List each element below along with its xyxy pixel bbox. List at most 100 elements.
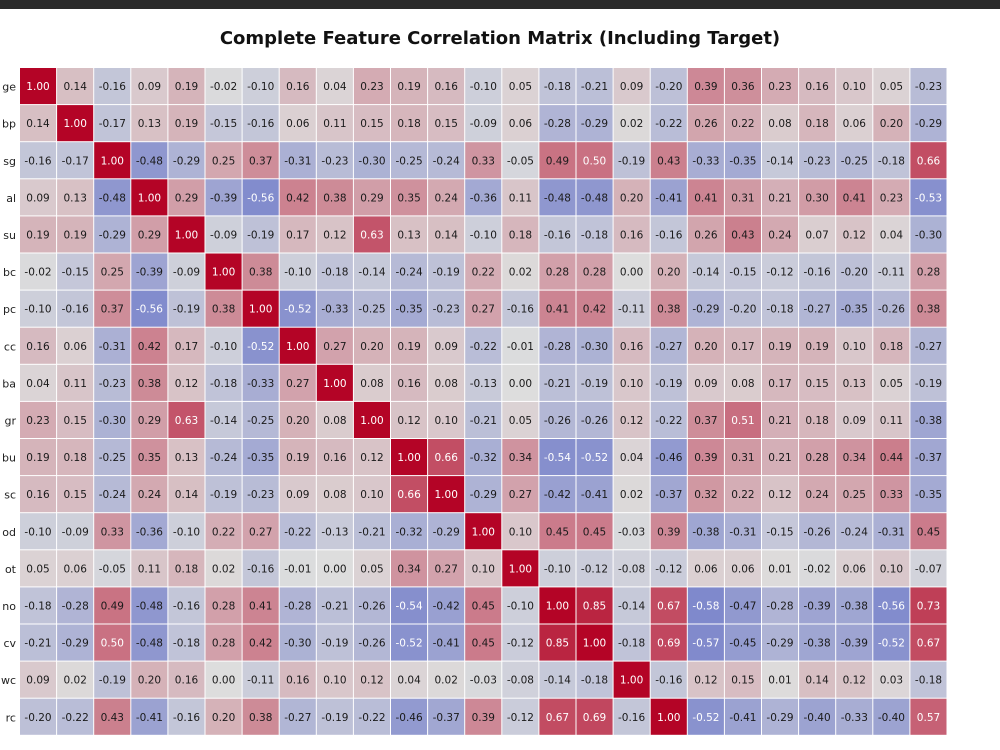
heatmap-cell-r14-c9 xyxy=(353,587,390,624)
heatmap-cell-r7-c7 xyxy=(279,327,316,364)
heatmap-cell-r13-c13 xyxy=(502,550,539,587)
heatmap-cell-r10-c19 xyxy=(724,439,761,476)
cell-value-r1-c24: -0.29 xyxy=(915,118,942,130)
cell-value-r17-c7: -0.27 xyxy=(284,712,311,724)
heatmap-cell-r10-c10 xyxy=(391,439,428,476)
heatmap-cell-r1-c20 xyxy=(762,105,799,142)
row-label-no: no xyxy=(2,600,16,613)
heatmap-cell-r2-c0 xyxy=(20,142,57,179)
cell-value-r17-c4: -0.16 xyxy=(173,712,200,724)
cell-value-r17-c19: -0.41 xyxy=(729,712,756,724)
heatmap-cell-r12-c6 xyxy=(242,513,279,550)
cell-value-r15-c7: -0.30 xyxy=(284,638,311,650)
cell-value-r8-c13: 0.00 xyxy=(509,378,532,390)
heatmap-cell-r15-c4 xyxy=(168,624,205,661)
cell-value-r11-c21: 0.24 xyxy=(805,489,829,501)
heatmap-cell-r6-c10 xyxy=(391,290,428,327)
cell-value-r17-c5: 0.20 xyxy=(212,712,235,724)
heatmap-cell-r2-c12 xyxy=(465,142,502,179)
row-label-al: al xyxy=(6,192,16,205)
cell-value-r7-c2: -0.31 xyxy=(99,341,126,353)
cell-value-r13-c9: 0.05 xyxy=(360,563,383,575)
heatmap-cell-r12-c0 xyxy=(20,513,57,550)
cell-value-r11-c7: 0.09 xyxy=(286,489,309,501)
heatmap-cell-r12-c10 xyxy=(391,513,428,550)
heatmap-cell-r3-c8 xyxy=(316,179,353,216)
cell-value-r12-c6: 0.27 xyxy=(249,526,272,538)
heatmap-cell-r13-c15 xyxy=(576,550,613,587)
heatmap-cell-r4-c21 xyxy=(799,216,836,253)
cell-value-r2-c24: 0.66 xyxy=(917,155,941,167)
cell-value-r1-c7: 0.06 xyxy=(286,118,310,130)
cell-value-r15-c17: 0.69 xyxy=(657,638,680,650)
cell-value-r4-c3: 0.29 xyxy=(138,230,161,242)
heatmap-cell-r9-c5 xyxy=(205,401,242,438)
cell-value-r14-c19: -0.47 xyxy=(729,600,756,612)
heatmap-cell-r1-c12 xyxy=(465,105,502,142)
cell-value-r7-c4: 0.17 xyxy=(175,341,198,353)
cell-value-r5-c23: -0.11 xyxy=(878,267,905,279)
heatmap-cell-r8-c11 xyxy=(428,364,465,401)
cell-value-r7-c6: -0.52 xyxy=(247,341,274,353)
cell-value-r3-c15: -0.48 xyxy=(581,192,608,204)
cell-value-r4-c7: 0.17 xyxy=(286,230,309,242)
cell-value-r0-c2: -0.16 xyxy=(99,81,126,93)
cell-value-r1-c1: 1.00 xyxy=(64,118,87,130)
heatmap-cell-r9-c12 xyxy=(465,401,502,438)
cell-value-r15-c18: -0.57 xyxy=(692,638,719,650)
heatmap-cell-r16-c23 xyxy=(873,661,910,698)
cell-value-r9-c14: -0.26 xyxy=(544,415,571,427)
heatmap-cell-r15-c8 xyxy=(316,624,353,661)
heatmap-cell-r2-c2 xyxy=(94,142,131,179)
cell-value-r5-c20: -0.12 xyxy=(766,267,793,279)
heatmap-cell-r3-c3 xyxy=(131,179,168,216)
heatmap-cell-r11-c11 xyxy=(428,476,465,513)
cell-value-r4-c5: -0.09 xyxy=(210,230,237,242)
cell-value-r5-c13: 0.02 xyxy=(509,267,532,279)
heatmap-cell-r13-c16 xyxy=(613,550,650,587)
cell-value-r12-c24: 0.45 xyxy=(917,526,940,538)
heatmap-cell-r12-c19 xyxy=(724,513,761,550)
heatmap-cell-r14-c19 xyxy=(724,587,761,624)
heatmap-cell-r8-c6 xyxy=(242,364,279,401)
cell-value-r12-c21: -0.26 xyxy=(804,526,831,538)
heatmap-cell-r2-c10 xyxy=(391,142,428,179)
heatmap-cell-r14-c7 xyxy=(279,587,316,624)
heatmap-cell-r3-c19 xyxy=(724,179,761,216)
cell-value-r8-c1: 0.11 xyxy=(64,378,87,390)
cell-value-r1-c18: 0.26 xyxy=(694,118,718,130)
heatmap-cell-r8-c17 xyxy=(650,364,687,401)
cell-value-r8-c15: -0.19 xyxy=(581,378,608,390)
heatmap-cell-r8-c7 xyxy=(279,364,316,401)
heatmap-cell-r14-c23 xyxy=(873,587,910,624)
heatmap-cell-r1-c9 xyxy=(353,105,390,142)
heatmap-cell-r1-c5 xyxy=(205,105,242,142)
heatmap-cell-r1-c13 xyxy=(502,105,539,142)
cell-value-r5-c6: 0.38 xyxy=(249,267,272,279)
heatmap-cell-r3-c16 xyxy=(613,179,650,216)
heatmap-cell-r0-c17 xyxy=(650,68,687,105)
heatmap-cell-r6-c24 xyxy=(910,290,947,327)
cell-value-r10-c19: 0.31 xyxy=(731,452,754,464)
heatmap-cell-r0-c4 xyxy=(168,68,205,105)
heatmap-cell-r14-c24 xyxy=(910,587,947,624)
heatmap-cell-r10-c13 xyxy=(502,439,539,476)
cell-value-r10-c2: -0.25 xyxy=(99,452,126,464)
heatmap-cell-r13-c9 xyxy=(353,550,390,587)
heatmap-cell-r16-c21 xyxy=(799,661,836,698)
heatmap-cell-r7-c16 xyxy=(613,327,650,364)
heatmap-cell-r3-c9 xyxy=(353,179,390,216)
cell-value-r1-c9: 0.15 xyxy=(360,118,383,130)
cell-value-r6-c24: 0.38 xyxy=(917,304,940,316)
heatmap-cell-r10-c0 xyxy=(20,439,57,476)
heatmap-cell-r4-c12 xyxy=(465,216,502,253)
heatmap-cell-r9-c14 xyxy=(539,401,576,438)
cell-value-r6-c8: -0.33 xyxy=(321,304,348,316)
cell-value-r9-c6: -0.25 xyxy=(247,415,274,427)
cell-value-r17-c10: -0.46 xyxy=(396,712,423,724)
cell-value-r3-c4: 0.29 xyxy=(175,192,198,204)
heatmap-cell-r6-c23 xyxy=(873,290,910,327)
heatmap-cell-r17-c11 xyxy=(428,698,465,735)
heatmap-cell-r15-c17 xyxy=(650,624,687,661)
heatmap-cell-r7-c20 xyxy=(762,327,799,364)
